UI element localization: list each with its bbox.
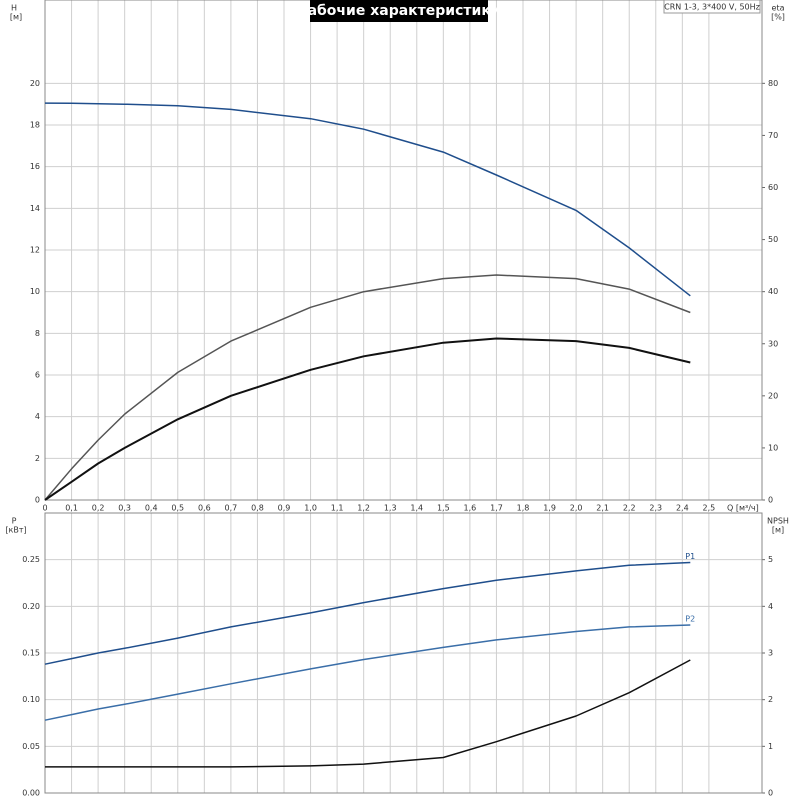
- y2-tick-label: 40: [768, 287, 778, 296]
- y-tick-label: 12: [30, 246, 40, 255]
- y2-tick-label: 5: [768, 555, 773, 564]
- y2-tick-label: 50: [768, 235, 778, 244]
- x-tick-label: 1,6: [464, 504, 477, 513]
- x-tick-label: 1,8: [517, 504, 530, 513]
- y-axis-unit: [м]: [10, 13, 22, 22]
- y2-axis-label: NPSH: [767, 517, 789, 526]
- x-tick-label: 0: [42, 504, 47, 513]
- y-tick-label: 0.00: [22, 789, 40, 798]
- annotation: CRN 1-3, 3*400 V, 50Hz: [664, 3, 760, 12]
- y2-tick-label: 20: [768, 391, 778, 400]
- y-tick-label: 6: [35, 371, 40, 380]
- y2-tick-label: 80: [768, 79, 778, 88]
- y-tick-label: 0.15: [22, 649, 40, 658]
- y2-axis-label: eta: [772, 4, 785, 13]
- y2-tick-label: 0: [768, 789, 773, 798]
- y2-tick-label: 3: [768, 649, 773, 658]
- y-tick-label: 16: [30, 162, 40, 171]
- x-tick-label: 0,2: [92, 504, 105, 513]
- y-tick-label: 0.10: [22, 695, 40, 704]
- x-tick-label: 1,3: [384, 504, 397, 513]
- y-tick-label: 8: [35, 329, 40, 338]
- y2-tick-label: 4: [768, 602, 773, 611]
- y-tick-label: 10: [30, 287, 40, 296]
- series-label: P2: [685, 615, 695, 624]
- y2-tick-label: 10: [768, 443, 778, 452]
- y-tick-label: 20: [30, 79, 40, 88]
- plot-frame: [44, 0, 763, 501]
- y-axis-unit: [кВт]: [5, 526, 26, 535]
- x-tick-label: 1,4: [410, 504, 423, 513]
- annotation-box: [663, 0, 761, 14]
- y2-tick-label: 0: [768, 496, 773, 505]
- x-tick-label: 0,9: [278, 504, 291, 513]
- x-tick-label: 1,2: [357, 504, 370, 513]
- x-axis-label: Q [м³/ч]: [727, 504, 759, 513]
- x-tick-label: 0,3: [118, 504, 131, 513]
- y2-tick-label: 1: [768, 742, 773, 751]
- x-tick-label: 0,4: [145, 504, 158, 513]
- series-line: [44, 624, 691, 721]
- y2-tick-label: 70: [768, 131, 778, 140]
- y2-axis-unit: [%]: [771, 13, 785, 22]
- series-line: [44, 102, 691, 297]
- y-tick-label: 4: [35, 412, 40, 421]
- y2-tick-label: 2: [768, 695, 773, 704]
- x-tick-label: 2,4: [676, 504, 689, 513]
- y-axis-label: H: [11, 4, 17, 13]
- x-tick-label: 1,1: [331, 504, 344, 513]
- x-tick-label: 0,1: [65, 504, 78, 513]
- series-line: [44, 274, 691, 501]
- y2-tick-label: 30: [768, 339, 778, 348]
- series-line: [44, 561, 691, 665]
- x-tick-label: 2,3: [649, 504, 662, 513]
- y-axis-label: P: [12, 517, 17, 526]
- y-tick-label: 18: [30, 121, 40, 130]
- y-tick-label: 0.05: [22, 742, 40, 751]
- x-tick-label: 1,9: [543, 504, 556, 513]
- y-tick-label: 2: [35, 454, 40, 463]
- x-tick-label: 2,5: [703, 504, 716, 513]
- plot-frame: [44, 512, 763, 794]
- y-tick-label: 0.25: [22, 555, 40, 564]
- y2-axis-unit: [м]: [772, 526, 784, 535]
- x-tick-label: 1,5: [437, 504, 450, 513]
- x-tick-label: 0,6: [198, 504, 211, 513]
- y-tick-label: 0: [35, 496, 40, 505]
- y-tick-label: 0.20: [22, 602, 40, 611]
- x-tick-label: 0,5: [171, 504, 184, 513]
- x-tick-label: 0,8: [251, 504, 264, 513]
- x-tick-label: 1,0: [304, 504, 317, 513]
- x-tick-label: 0,7: [225, 504, 238, 513]
- x-tick-label: 2,0: [570, 504, 583, 513]
- series-label: P1: [685, 552, 695, 561]
- y2-tick-label: 60: [768, 183, 778, 192]
- series-line: [44, 337, 691, 501]
- chart-title: Рабочие характеристики: [297, 3, 500, 19]
- title-box: [310, 0, 488, 22]
- x-tick-label: 2,2: [623, 504, 636, 513]
- series-line: [45, 659, 691, 768]
- y-tick-label: 14: [30, 204, 40, 213]
- x-tick-label: 1,7: [490, 504, 503, 513]
- x-tick-label: 2,1: [596, 504, 609, 513]
